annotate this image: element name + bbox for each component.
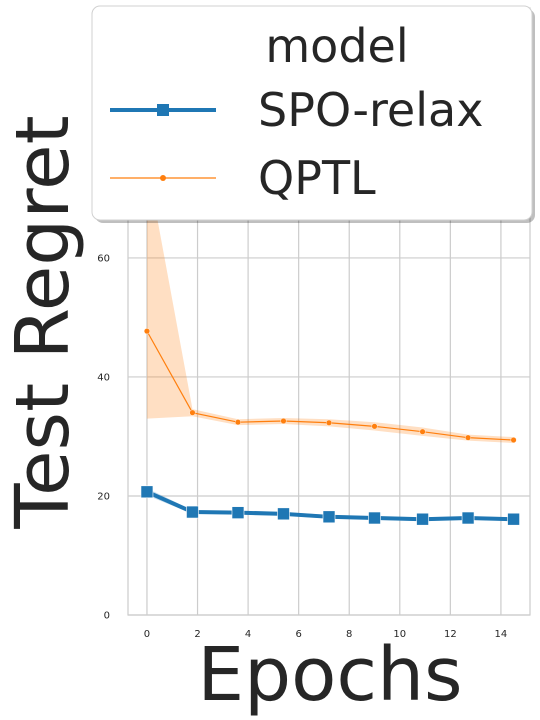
marker	[140, 485, 154, 499]
y-tick-label: 40	[97, 372, 110, 383]
legend: model SPO-relax QPTL	[91, 5, 535, 223]
marker	[322, 510, 336, 524]
marker	[231, 506, 245, 519]
legend-title: model	[265, 19, 408, 73]
marker	[326, 419, 333, 426]
marker	[280, 417, 287, 424]
confidence-band	[146, 162, 514, 444]
marker	[419, 428, 426, 435]
marker	[234, 419, 241, 426]
x-tick-label: 6	[295, 629, 301, 640]
marker	[416, 512, 429, 526]
x-axis-label: Epochs	[197, 632, 462, 718]
marker	[461, 511, 475, 525]
x-tick-label: 12	[444, 629, 457, 640]
y-tick-label: 0	[104, 611, 110, 622]
marker	[186, 505, 199, 519]
marker	[277, 507, 290, 521]
marker	[507, 512, 520, 526]
marker	[510, 437, 517, 444]
marker	[189, 409, 196, 416]
y-tick-label: 60	[97, 253, 110, 264]
y-tick-label: 20	[97, 491, 110, 502]
y-axis-label: Test Regret	[0, 115, 86, 529]
x-tick-label: 14	[495, 629, 508, 640]
marker	[465, 434, 472, 441]
legend-box	[91, 5, 533, 221]
x-tick-label: 10	[393, 629, 406, 640]
marker	[143, 328, 150, 335]
legend-marker	[157, 104, 169, 116]
x-tick-label: 0	[144, 629, 150, 640]
x-tick-label: 4	[245, 629, 251, 640]
legend-marker	[160, 175, 166, 181]
legend-label: SPO-relax	[258, 83, 483, 137]
marker	[368, 511, 381, 525]
x-tick-label: 8	[346, 629, 352, 640]
marker	[371, 423, 378, 430]
x-tick-label: 2	[194, 629, 200, 640]
legend-label: QPTL	[258, 151, 376, 205]
